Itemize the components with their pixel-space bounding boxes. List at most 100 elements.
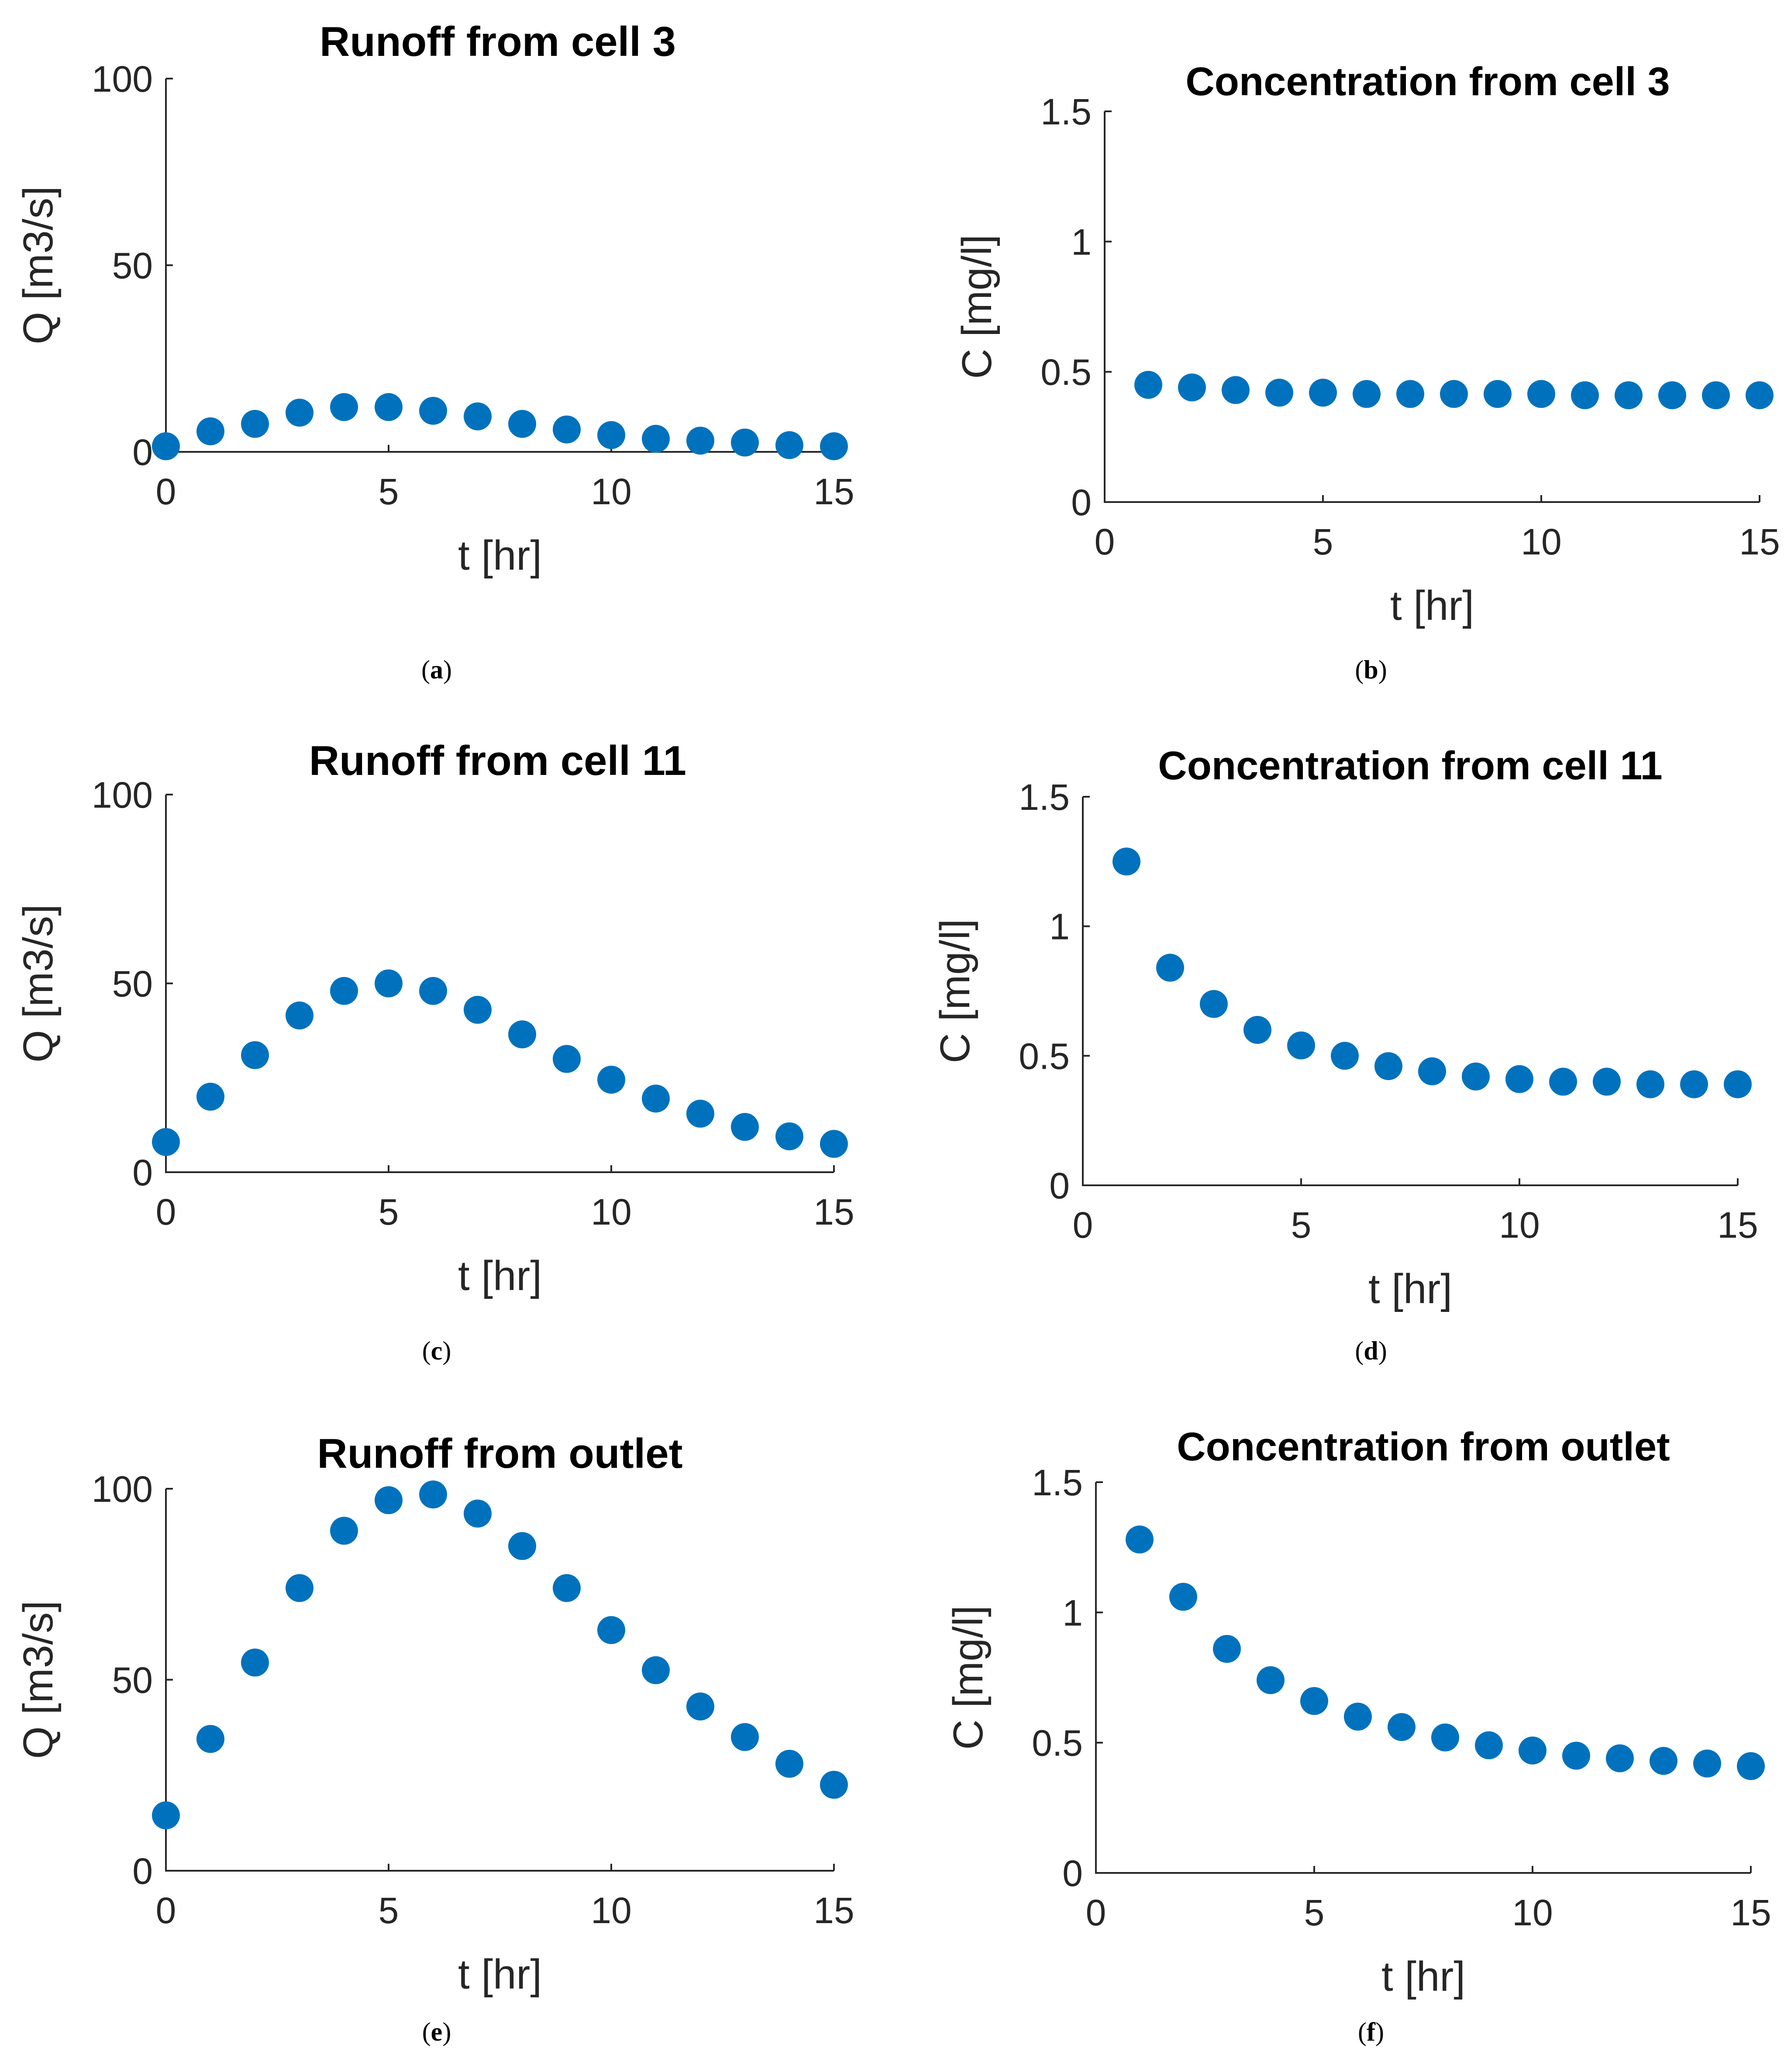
data-point xyxy=(1156,953,1184,982)
data-point xyxy=(1680,1070,1708,1098)
data-point xyxy=(375,969,403,998)
y-axis-label: C [mg/l] xyxy=(932,919,978,1064)
data-point xyxy=(375,393,403,421)
data-point xyxy=(1693,1749,1721,1778)
data-point xyxy=(1571,381,1599,410)
data-point xyxy=(1636,1070,1664,1098)
data-point xyxy=(241,1649,269,1677)
data-point xyxy=(1112,847,1140,876)
data-point xyxy=(1396,380,1424,408)
data-point xyxy=(286,1002,313,1030)
data-point xyxy=(775,1750,803,1778)
y-tick-label: 0.5 xyxy=(1032,1723,1083,1764)
caption-letter: a xyxy=(430,655,443,684)
data-point xyxy=(508,1020,536,1049)
data-point xyxy=(597,421,625,449)
caption-f: (f) xyxy=(1358,2017,1384,2046)
chart-title: Runoff from cell 3 xyxy=(320,18,676,65)
data-point xyxy=(1331,1042,1359,1070)
data-point xyxy=(1309,379,1337,407)
x-tick-label: 5 xyxy=(379,1890,399,1931)
y-tick-label: 1 xyxy=(1071,221,1092,262)
data-point xyxy=(1287,1031,1315,1060)
x-axis-label: t [hr] xyxy=(1381,1953,1465,2000)
chart-title: Concentration from cell 11 xyxy=(1158,743,1662,788)
x-tick-label: 0 xyxy=(156,1191,176,1232)
data-point xyxy=(419,1480,447,1509)
data-point xyxy=(196,1083,224,1111)
x-tick-label: 0 xyxy=(1095,521,1115,562)
data-point xyxy=(553,1574,581,1602)
y-tick-label: 1 xyxy=(1062,1592,1083,1633)
data-point xyxy=(731,1113,759,1141)
data-point xyxy=(1440,380,1468,408)
data-point xyxy=(642,1656,670,1684)
chart-title: Runoff from outlet xyxy=(317,1430,682,1477)
data-point xyxy=(419,977,447,1005)
data-point xyxy=(1702,381,1730,410)
x-tick-label: 10 xyxy=(591,1890,631,1931)
caption-b: (b) xyxy=(1355,655,1387,684)
data-point xyxy=(1505,1065,1533,1093)
x-tick-label: 5 xyxy=(1304,1892,1325,1933)
data-point xyxy=(1134,371,1162,399)
data-point xyxy=(1431,1723,1459,1752)
data-point xyxy=(597,1616,625,1644)
x-tick-label: 15 xyxy=(1717,1205,1758,1246)
x-tick-label: 5 xyxy=(1313,521,1333,562)
data-point xyxy=(1527,380,1555,408)
caption-letter: f xyxy=(1367,2017,1375,2046)
data-point xyxy=(152,432,180,461)
data-point xyxy=(464,1499,492,1528)
x-tick-label: 15 xyxy=(813,1191,854,1232)
data-point xyxy=(330,393,358,421)
data-point xyxy=(1200,990,1228,1018)
x-tick-label: 10 xyxy=(1499,1205,1540,1246)
data-point xyxy=(1484,380,1512,408)
x-tick-label: 5 xyxy=(379,1191,399,1232)
x-axis-label: t [hr] xyxy=(458,532,542,579)
y-axis-label: C [mg/l] xyxy=(945,1605,992,1750)
data-point xyxy=(1593,1067,1621,1096)
data-point xyxy=(508,410,536,438)
data-point xyxy=(1519,1736,1546,1765)
x-tick-label: 0 xyxy=(1086,1892,1106,1933)
x-tick-label: 10 xyxy=(1521,521,1561,562)
data-point xyxy=(508,1532,536,1560)
x-tick-label: 15 xyxy=(1730,1892,1771,1933)
data-point xyxy=(1746,381,1774,410)
y-tick-label: 0 xyxy=(1049,1165,1070,1206)
y-tick-label: 50 xyxy=(112,964,153,1005)
data-point xyxy=(820,1130,848,1158)
data-point xyxy=(330,977,358,1005)
data-point xyxy=(152,1128,180,1156)
data-point xyxy=(152,1801,180,1830)
y-axis-label: Q [m3/s] xyxy=(15,1600,62,1759)
data-point xyxy=(464,402,492,430)
x-tick-label: 15 xyxy=(813,1890,854,1931)
data-point xyxy=(686,1099,714,1128)
y-tick-label: 0.5 xyxy=(1019,1036,1070,1077)
data-point xyxy=(775,431,803,459)
caption-letter: e xyxy=(431,2017,443,2046)
y-tick-label: 100 xyxy=(92,1469,153,1510)
x-axis-label: t [hr] xyxy=(1368,1266,1452,1312)
data-point xyxy=(196,1725,224,1753)
data-point xyxy=(241,1041,269,1069)
x-tick-label: 0 xyxy=(156,1890,176,1931)
y-tick-label: 1.5 xyxy=(1040,91,1092,132)
data-point xyxy=(196,417,224,445)
data-point xyxy=(330,1517,358,1545)
data-point xyxy=(553,415,581,444)
data-point xyxy=(1178,373,1206,402)
data-point xyxy=(1265,379,1293,407)
chart-title: Concentration from outlet xyxy=(1177,1425,1670,1469)
x-axis-label: t [hr] xyxy=(458,1951,542,1998)
y-tick-label: 0 xyxy=(1062,1853,1083,1894)
data-point xyxy=(731,428,759,457)
data-point xyxy=(1126,1525,1154,1554)
y-tick-label: 100 xyxy=(92,59,153,100)
